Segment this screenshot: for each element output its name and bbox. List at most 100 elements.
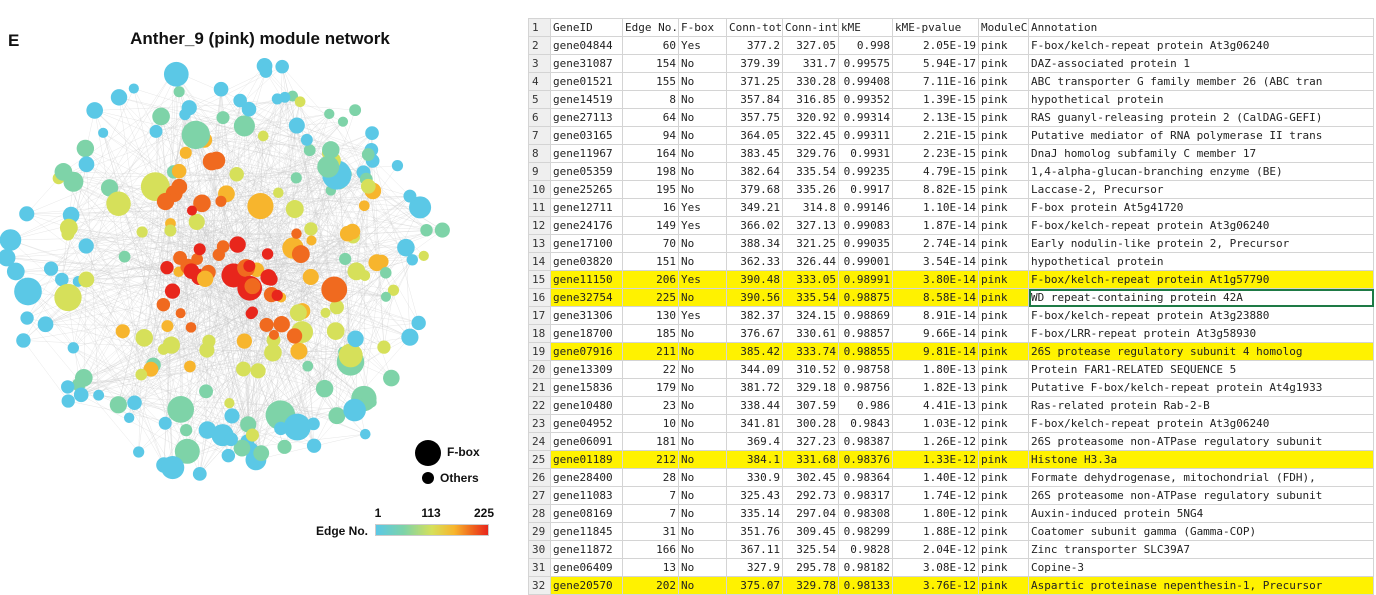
cell-gene-id[interactable]: gene05359	[550, 162, 623, 181]
cell-kme[interactable]: 0.99575	[838, 54, 893, 73]
header-kme[interactable]: kME	[838, 18, 893, 37]
cell-conn-total[interactable]: 366.02	[726, 216, 783, 235]
cell-kme-pvalue[interactable]: 9.66E-14	[892, 324, 979, 343]
header-fbox[interactable]: F-box	[678, 18, 727, 37]
cell-fbox[interactable]: No	[678, 540, 727, 559]
row-number[interactable]: 30	[528, 540, 551, 559]
table-row[interactable]: 23 gene04952 10 No 341.81 300.28 0.9843 1.03E-1…	[528, 414, 1374, 433]
cell-conn-intra[interactable]: 331.68	[782, 450, 839, 469]
row-number[interactable]: 1	[528, 18, 551, 37]
table-row[interactable]: 31 gene06409 13 No 327.9 295.78 0.98182 3.08E-1…	[528, 558, 1374, 577]
cell-conn-intra[interactable]: 316.85	[782, 90, 839, 109]
row-number[interactable]: 28	[528, 504, 551, 523]
cell-module-color[interactable]: pink	[978, 252, 1029, 271]
cell-kme-pvalue[interactable]: 3.08E-12	[892, 558, 979, 577]
cell-annotation[interactable]: Histone H3.3a	[1028, 450, 1374, 469]
cell-edge-no[interactable]: 166	[622, 540, 679, 559]
cell-annotation[interactable]: Putative mediator of RNA polymerase II t…	[1028, 126, 1374, 145]
cell-kme-pvalue[interactable]: 1.10E-14	[892, 198, 979, 217]
cell-annotation[interactable]: F-box/kelch-repeat protein At3g23880	[1028, 306, 1374, 325]
table-row[interactable]: 27 gene11083 7 No 325.43 292.73 0.98317 1.74E-1…	[528, 486, 1374, 505]
cell-conn-total[interactable]: 388.34	[726, 234, 783, 253]
cell-gene-id[interactable]: gene25265	[550, 180, 623, 199]
table-row[interactable]: 19 gene07916 211 No 385.42 333.74 0.98855 9.81E…	[528, 342, 1374, 361]
cell-kme-pvalue[interactable]: 1.80E-12	[892, 504, 979, 523]
cell-module-color[interactable]: pink	[978, 396, 1029, 415]
cell-annotation[interactable]: Early nodulin-like protein 2, Precursor	[1028, 234, 1374, 253]
cell-gene-id[interactable]: gene15836	[550, 378, 623, 397]
cell-conn-intra[interactable]: 307.59	[782, 396, 839, 415]
cell-fbox[interactable]: No	[678, 54, 727, 73]
cell-annotation[interactable]: 26S proteasome non-ATPase regulatory sub…	[1028, 432, 1374, 451]
cell-kme[interactable]: 0.98308	[838, 504, 893, 523]
cell-conn-total[interactable]: 369.4	[726, 432, 783, 451]
cell-conn-total[interactable]: 349.21	[726, 198, 783, 217]
cell-edge-no[interactable]: 70	[622, 234, 679, 253]
cell-annotation[interactable]: Copine-3	[1028, 558, 1374, 577]
header-annotation[interactable]: Annotation	[1028, 18, 1374, 37]
cell-conn-total[interactable]: 341.81	[726, 414, 783, 433]
cell-conn-intra[interactable]: 335.54	[782, 162, 839, 181]
cell-kme[interactable]: 0.9931	[838, 144, 893, 163]
cell-gene-id[interactable]: gene13309	[550, 360, 623, 379]
cell-conn-total[interactable]: 383.45	[726, 144, 783, 163]
cell-kme-pvalue[interactable]: 3.80E-14	[892, 270, 979, 289]
cell-gene-id[interactable]: gene07916	[550, 342, 623, 361]
cell-gene-id[interactable]: gene11845	[550, 522, 623, 541]
row-number[interactable]: 6	[528, 108, 551, 127]
cell-edge-no[interactable]: 181	[622, 432, 679, 451]
cell-fbox[interactable]: No	[678, 486, 727, 505]
cell-conn-total[interactable]: 357.75	[726, 108, 783, 127]
cell-conn-total[interactable]: 375.07	[726, 576, 783, 595]
cell-conn-intra[interactable]: 310.52	[782, 360, 839, 379]
cell-fbox[interactable]: No	[678, 162, 727, 181]
table-row[interactable]: 4 gene01521 155 No 371.25 330.28 0.99408 7.11E-…	[528, 72, 1374, 91]
row-number[interactable]: 8	[528, 144, 551, 163]
cell-conn-intra[interactable]: 329.18	[782, 378, 839, 397]
cell-kme[interactable]: 0.986	[838, 396, 893, 415]
cell-edge-no[interactable]: 130	[622, 306, 679, 325]
cell-edge-no[interactable]: 94	[622, 126, 679, 145]
cell-gene-id[interactable]: gene31087	[550, 54, 623, 73]
cell-kme[interactable]: 0.9917	[838, 180, 893, 199]
cell-module-color[interactable]: pink	[978, 486, 1029, 505]
cell-kme[interactable]: 0.98758	[838, 360, 893, 379]
cell-module-color[interactable]: pink	[978, 468, 1029, 487]
cell-conn-intra[interactable]: 327.13	[782, 216, 839, 235]
cell-conn-intra[interactable]: 320.92	[782, 108, 839, 127]
table-row[interactable]: 29 gene11845 31 No 351.76 309.45 0.98299 1.88E-…	[528, 522, 1374, 541]
cell-fbox[interactable]: No	[678, 378, 727, 397]
cell-kme[interactable]: 0.98317	[838, 486, 893, 505]
table-row[interactable]: 25 gene01189 212 No 384.1 331.68 0.98376 1.33E-…	[528, 450, 1374, 469]
cell-conn-intra[interactable]: 333.74	[782, 342, 839, 361]
cell-fbox[interactable]: No	[678, 576, 727, 595]
header-kme-pvalue[interactable]: kME-pvalue	[892, 18, 979, 37]
cell-module-color[interactable]: pink	[978, 432, 1029, 451]
cell-fbox[interactable]: No	[678, 72, 727, 91]
cell-annotation[interactable]: Coatomer subunit gamma (Gamma-COP)	[1028, 522, 1374, 541]
cell-gene-id[interactable]: gene10480	[550, 396, 623, 415]
cell-conn-total[interactable]: 390.48	[726, 270, 783, 289]
cell-kme[interactable]: 0.98756	[838, 378, 893, 397]
cell-conn-total[interactable]: 382.37	[726, 306, 783, 325]
row-number[interactable]: 21	[528, 378, 551, 397]
cell-edge-no[interactable]: 28	[622, 468, 679, 487]
cell-gene-id[interactable]: gene24176	[550, 216, 623, 235]
cell-kme[interactable]: 0.98182	[838, 558, 893, 577]
header-edge-no[interactable]: Edge No.	[622, 18, 679, 37]
cell-edge-no[interactable]: 8	[622, 90, 679, 109]
table-row[interactable]: 9 gene05359 198 No 382.64 335.54 0.99235 4.79E-…	[528, 162, 1374, 181]
cell-kme[interactable]: 0.98991	[838, 270, 893, 289]
cell-gene-id[interactable]: gene06091	[550, 432, 623, 451]
cell-fbox[interactable]: Yes	[678, 270, 727, 289]
cell-annotation[interactable]: DAZ-associated protein 1	[1028, 54, 1374, 73]
cell-edge-no[interactable]: 198	[622, 162, 679, 181]
cell-conn-total[interactable]: 384.1	[726, 450, 783, 469]
cell-kme-pvalue[interactable]: 2.74E-14	[892, 234, 979, 253]
row-number[interactable]: 15	[528, 270, 551, 289]
table-row[interactable]: 3 gene31087 154 No 379.39 331.7 0.99575 5.94E-1…	[528, 54, 1374, 73]
row-number[interactable]: 25	[528, 450, 551, 469]
cell-module-color[interactable]: pink	[978, 342, 1029, 361]
row-number[interactable]: 14	[528, 252, 551, 271]
